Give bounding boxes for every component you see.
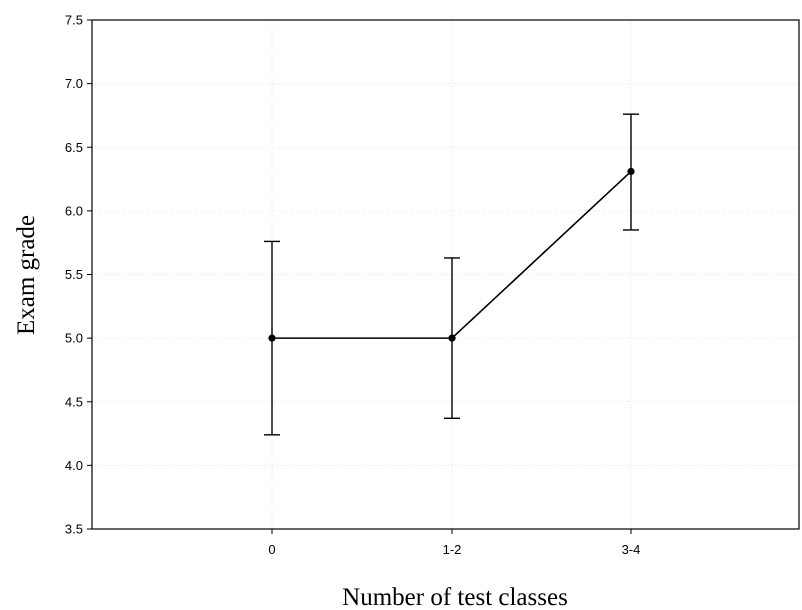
y-tick-label: 5.5 <box>65 267 83 282</box>
series <box>264 113 639 436</box>
y-tick-label: 6.5 <box>65 140 83 155</box>
x-tick-label: 0 <box>268 542 275 557</box>
y-tick-label: 7.0 <box>65 76 83 91</box>
y-axis-ticks: 3.5 4.0 4.5 5.0 5.5 6.0 6.5 7.0 7.5 <box>65 13 92 537</box>
x-axis-title: Number of test classes <box>342 584 568 610</box>
x-tick-label: 1-2 <box>443 542 462 557</box>
y-axis-title: Exam grade <box>13 215 40 335</box>
y-tick-label: 3.5 <box>65 522 83 537</box>
data-point <box>268 334 276 342</box>
y-tick-label: 6.0 <box>65 203 83 218</box>
y-tick-label: 4.0 <box>65 458 83 473</box>
y-tick-label: 4.5 <box>65 394 83 409</box>
y-tick-label: 5.0 <box>65 331 83 346</box>
y-tick-label: 7.5 <box>65 13 83 28</box>
x-tick-label: 3-4 <box>622 542 641 557</box>
data-point <box>448 334 456 342</box>
data-point <box>627 167 635 176</box>
x-axis-ticks: 0 1-2 3-4 <box>268 529 640 557</box>
grid <box>92 19 799 530</box>
